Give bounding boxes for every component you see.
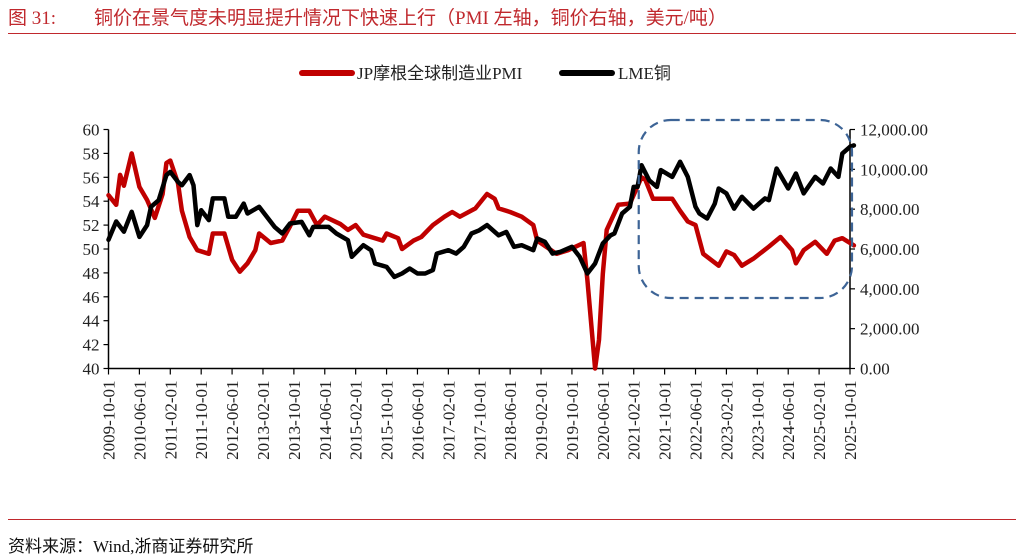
x-tick-label: 2018-06-01 bbox=[501, 381, 520, 460]
y-right-tick-label: 12,000.00 bbox=[860, 121, 928, 140]
y-left-tick-label: 52 bbox=[83, 216, 100, 235]
x-tick-label: 2009-10-01 bbox=[100, 381, 119, 460]
x-tick-label: 2021-02-01 bbox=[625, 381, 644, 460]
x-tick-label: 2011-02-01 bbox=[161, 381, 180, 460]
series-line-pmi bbox=[109, 153, 854, 368]
y-right-tick-label: 8,000.00 bbox=[860, 200, 920, 219]
x-tick-label: 2017-02-01 bbox=[439, 381, 458, 460]
legend-label-pmi: JP摩根全球制造业PMI bbox=[357, 64, 523, 83]
y-right-tick-label: 0.00 bbox=[860, 360, 890, 379]
footer-divider bbox=[8, 519, 1016, 520]
x-tick-label: 2012-06-01 bbox=[223, 381, 242, 460]
x-tick-label: 2024-06-01 bbox=[779, 381, 798, 460]
y-left-tick-label: 56 bbox=[83, 168, 100, 187]
y-left-tick-label: 44 bbox=[83, 312, 101, 331]
points-copper bbox=[108, 145, 854, 277]
x-tick-label: 2023-02-01 bbox=[717, 381, 736, 460]
source-note: 资料来源：Wind,浙商证券研究所 bbox=[8, 532, 253, 557]
series-line-copper bbox=[109, 145, 854, 277]
x-tick-label: 2025-10-01 bbox=[841, 381, 860, 460]
legend: JP摩根全球制造业PMI LME铜 bbox=[302, 64, 671, 83]
x-tick-label: 2017-10-01 bbox=[470, 381, 489, 460]
x-tick-label: 2022-06-01 bbox=[687, 381, 706, 460]
y-left-tick-label: 40 bbox=[83, 360, 100, 379]
x-tick-label: 2016-06-01 bbox=[408, 381, 427, 460]
y-right-tick-label: 2,000.00 bbox=[860, 320, 920, 339]
y-left-tick-label: 50 bbox=[83, 240, 100, 259]
y-left-tick-label: 60 bbox=[83, 121, 100, 140]
y-right-tick-label: 4,000.00 bbox=[860, 280, 920, 299]
x-tick-label: 2019-10-01 bbox=[563, 381, 582, 460]
axes: 40 42 44 46 48 50 52 54 56 58 60 0.00 2,000.00 4,000.… bbox=[83, 121, 929, 460]
x-tick-label: 2015-10-01 bbox=[378, 381, 397, 460]
y-left-tick-label: 48 bbox=[83, 264, 100, 283]
y-right-tick-label: 10,000.00 bbox=[860, 160, 928, 179]
y-left-tick-label: 42 bbox=[83, 336, 100, 355]
x-tick-label: 2010-06-01 bbox=[130, 381, 149, 460]
x-tick-label: 2021-10-01 bbox=[656, 381, 675, 460]
x-tick-label: 2025-02-01 bbox=[810, 381, 829, 460]
x-tick-label: 2019-02-01 bbox=[532, 381, 551, 460]
points-pmi bbox=[108, 153, 854, 368]
legend-label-copper: LME铜 bbox=[618, 64, 671, 83]
y-left-tick-label: 46 bbox=[83, 288, 100, 307]
x-tick-label: 2013-02-01 bbox=[254, 381, 273, 460]
x-tick-label: 2013-10-01 bbox=[285, 381, 304, 460]
y-right-tick-label: 6,000.00 bbox=[860, 240, 920, 259]
highlight-box bbox=[639, 120, 852, 298]
series-lines bbox=[108, 145, 854, 368]
y-left-tick-label: 54 bbox=[83, 192, 101, 211]
x-tick-label: 2020-06-01 bbox=[594, 381, 613, 460]
y-left-tick-label: 58 bbox=[83, 144, 100, 163]
x-tick-label: 2014-06-01 bbox=[316, 381, 335, 460]
x-tick-label: 2023-10-01 bbox=[748, 381, 767, 460]
x-tick-label: 2015-02-01 bbox=[347, 381, 366, 460]
x-tick-label: 2011-10-01 bbox=[192, 381, 211, 460]
